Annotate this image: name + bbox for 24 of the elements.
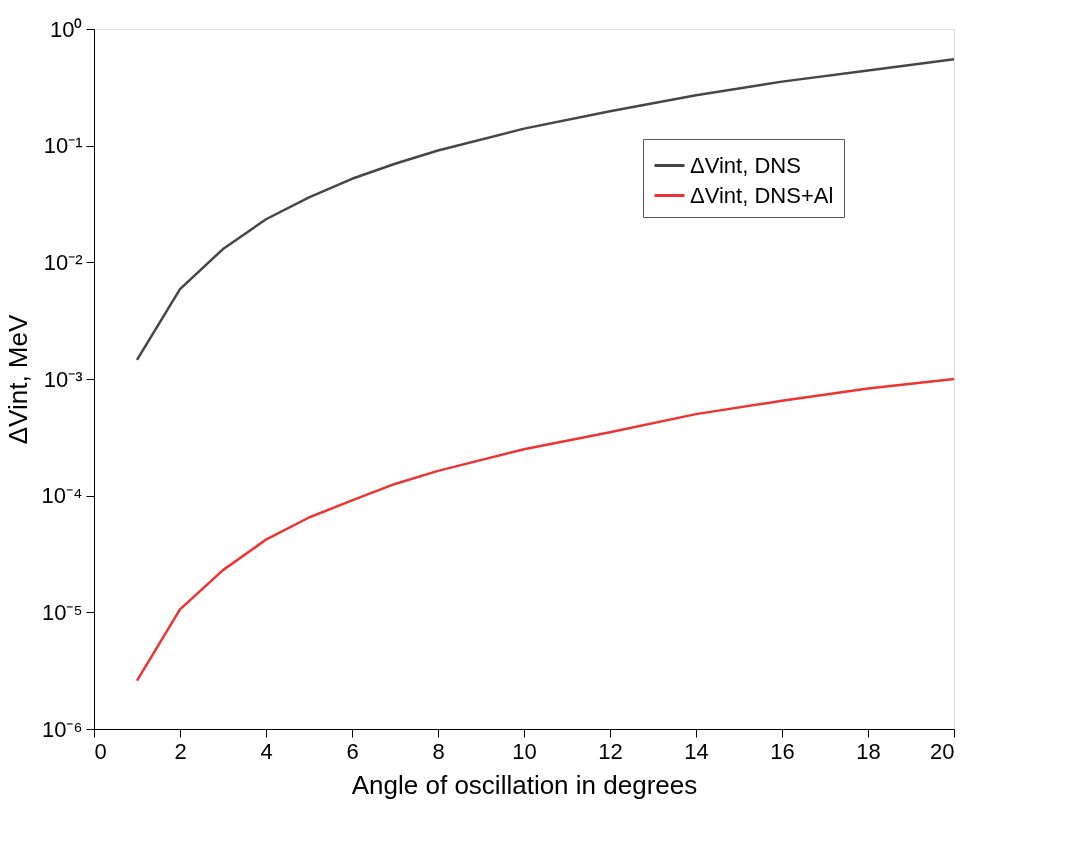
- y-tick-label: 10⁻⁶: [41, 716, 83, 742]
- legend-label: ΔVint, DNS+Al: [690, 182, 834, 208]
- line-series: [135, 58, 956, 362]
- x-tick-label: 10: [512, 738, 537, 764]
- y-tick-label: 10⁻¹: [43, 133, 83, 159]
- y-axis-title: ΔVint, MeV: [2, 314, 33, 445]
- x-tick-label: 14: [684, 738, 709, 764]
- y-tick-label: 10⁻⁵: [41, 599, 83, 625]
- y-tick-label: 10⁰: [50, 16, 83, 42]
- x-tick-label: 0: [94, 738, 107, 764]
- x-tick-label: 6: [346, 738, 359, 764]
- y-tick-label: 10⁻³: [43, 366, 83, 392]
- x-tick-label: 16: [770, 738, 795, 764]
- x-tick-label: 18: [856, 738, 881, 764]
- x-axis-title: Angle of oscillation in degrees: [351, 769, 698, 800]
- y-tick-label: 10⁻²: [43, 249, 83, 275]
- x-tick-label: 8: [432, 738, 445, 764]
- x-tick-label: 2: [174, 738, 187, 764]
- x-tick-label: 12: [598, 738, 623, 764]
- x-tick-label: 4: [260, 738, 273, 764]
- x-tick-label: 20: [930, 738, 955, 764]
- y-tick-label: 10⁻⁴: [41, 483, 83, 509]
- line-series: [135, 377, 956, 682]
- legend-label: ΔVint, DNS: [690, 152, 801, 178]
